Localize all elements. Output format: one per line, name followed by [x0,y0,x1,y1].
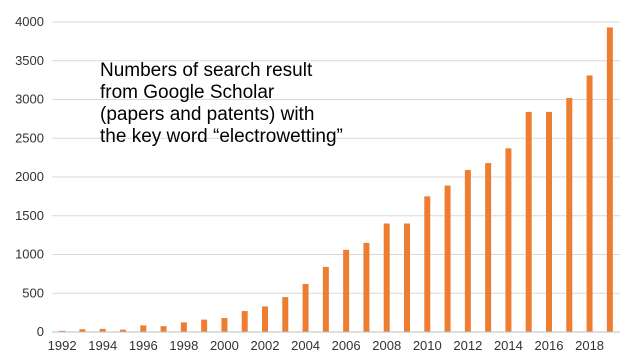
annotation-line-1: Numbers of search result [100,60,313,81]
x-axis: 1992 1994 1996 1998 2000 2002 2004 2006 2008 2010… [48,331,620,353]
annotation-line-3: (papers and patents) with [100,104,315,125]
x-tick-label-2010: 2010 [413,338,442,353]
bar-2008 [383,223,390,332]
bar-2019 [606,27,613,333]
x-tick-label-2018: 2018 [575,338,604,353]
bar-1993 [79,329,86,332]
bar-2002 [262,306,268,332]
x-tick-label-2000: 2000 [210,338,239,353]
bar-2007 [363,242,370,332]
bar-2014 [505,148,512,332]
bar-2004 [302,283,309,332]
bar-2010 [424,196,431,332]
x-tick-label-2016: 2016 [535,338,564,353]
y-tick-label-500: 500 [22,285,44,300]
bar-1997 [160,326,167,332]
annotation-line-2: from Google Scholar [100,82,275,103]
bar-2016 [546,111,552,333]
y-tick-label-0: 0 [37,324,44,339]
bar-2012 [464,170,471,332]
bar-2009 [404,223,410,332]
chart-annotation: Numbers of search result from Google Sch… [100,60,430,148]
bar-2013 [485,163,492,332]
x-tick-label-1998: 1998 [169,338,198,353]
bar-1994 [99,328,106,332]
x-tick-label-2012: 2012 [453,338,482,353]
y-tick-label-1000: 1000 [15,247,44,262]
x-tick-label-1996: 1996 [129,338,158,353]
x-tick-label-1994: 1994 [88,338,117,353]
bar-1995 [120,329,126,332]
bars [59,27,613,333]
bar-1999 [201,319,208,332]
y-tick-label-3500: 3500 [15,53,44,68]
y-tick-label-2000: 2000 [15,169,44,184]
gridlines [52,21,620,333]
y-tick-label-3000: 3000 [15,92,44,107]
bar-1998 [180,322,187,332]
x-tick-label-2004: 2004 [291,338,320,353]
bar-1992 [59,330,66,332]
bar-2000 [221,318,228,332]
bar-2003 [282,297,289,332]
bar-2006 [343,249,350,332]
x-tick-label-2006: 2006 [332,338,361,353]
x-tick-label-2002: 2002 [251,338,280,353]
y-tick-label-2500: 2500 [15,130,44,145]
x-tick-label-1992: 1992 [48,338,77,353]
bar-2005 [322,266,329,332]
bar-1996 [140,325,147,332]
y-tick-label-4000: 4000 [15,14,44,29]
bar-2017 [566,97,573,332]
y-tick-label-1500: 1500 [15,208,44,223]
y-axis: 0 500 1000 1500 2000 2500 3000 3500 4000 [15,14,44,339]
annotation-line-4: the key word “electrowetting” [100,126,343,147]
bar-2001 [241,311,248,332]
x-tick-label-2008: 2008 [372,338,401,353]
bar-2018 [586,75,593,332]
bar-2015 [525,111,532,333]
x-tick-label-2014: 2014 [494,338,523,353]
bar-2011 [444,185,451,332]
